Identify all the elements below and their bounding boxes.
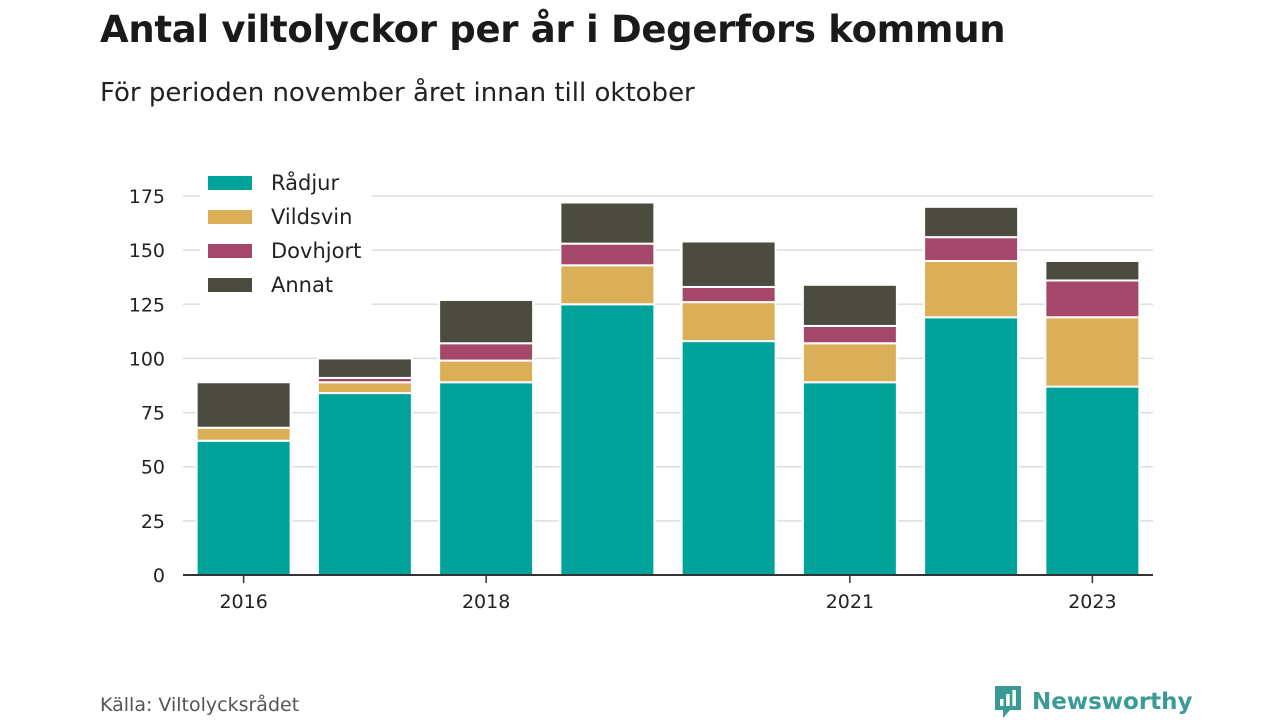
bar-segment (316, 357, 413, 379)
bar-segment (680, 340, 777, 576)
bar-segment (438, 342, 535, 362)
x-tick-label: 2023 (1068, 591, 1116, 613)
bar-segment (316, 381, 413, 395)
bar-segment (438, 359, 535, 384)
y-tick-label: 50 (141, 457, 165, 479)
y-tick-label: 100 (129, 348, 165, 370)
bar-segment (316, 392, 413, 576)
y-tick-label: 175 (129, 186, 165, 208)
bar-segment (195, 381, 292, 429)
bar-segment (923, 259, 1020, 319)
legend-swatch (208, 210, 252, 224)
bar-segment (680, 301, 777, 343)
x-tick-label: 2016 (219, 591, 267, 613)
source-note: Källa: Viltolycksrådet (100, 694, 300, 716)
x-tick-label: 2021 (826, 591, 874, 613)
bar-segment (801, 283, 898, 327)
bar-segment (680, 285, 777, 304)
bar-segment (923, 316, 1020, 576)
bar-segment (801, 342, 898, 384)
newsworthy-logo-icon (995, 686, 1021, 718)
chart-subtitle: För perioden november året innan till ok… (100, 78, 695, 108)
bar-segment (195, 426, 292, 442)
legend-label: Dovhjort (271, 239, 361, 263)
chart-title: Antal viltolyckor per år i Degerfors kom… (100, 8, 1006, 51)
y-tick-label: 125 (129, 294, 165, 316)
bar-segment (1044, 316, 1141, 388)
bar-segment (1044, 385, 1141, 576)
bar-segment (559, 201, 656, 245)
bar-segment (195, 439, 292, 576)
y-tick-label: 75 (141, 403, 165, 425)
bar-segment (1044, 259, 1141, 282)
bar-segment (559, 303, 656, 576)
brand-name: Newsworthy (1032, 689, 1193, 715)
bar-segment (923, 205, 1020, 239)
y-tick-label: 25 (141, 511, 165, 533)
brand-logo[interactable]: Newsworthy (992, 684, 1193, 720)
x-tick-label: 2018 (462, 591, 510, 613)
legend-swatch (208, 244, 252, 258)
bar-segment (559, 264, 656, 306)
bar-segment (801, 381, 898, 576)
y-tick-label: 0 (153, 565, 165, 587)
legend-swatch (208, 278, 252, 292)
legend-label: Vildsvin (271, 205, 352, 229)
y-tick-label: 150 (129, 240, 165, 262)
legend-label: Annat (271, 273, 333, 297)
bar-segment (1044, 279, 1141, 319)
bar-segment (438, 298, 535, 345)
bar-segment (923, 236, 1020, 262)
legend-label: Rådjur (271, 170, 339, 195)
bar-segment (559, 242, 656, 267)
bar-segment (801, 324, 898, 345)
legend-swatch (208, 176, 252, 190)
bar-segment (680, 240, 777, 288)
bar-segment (438, 381, 535, 576)
